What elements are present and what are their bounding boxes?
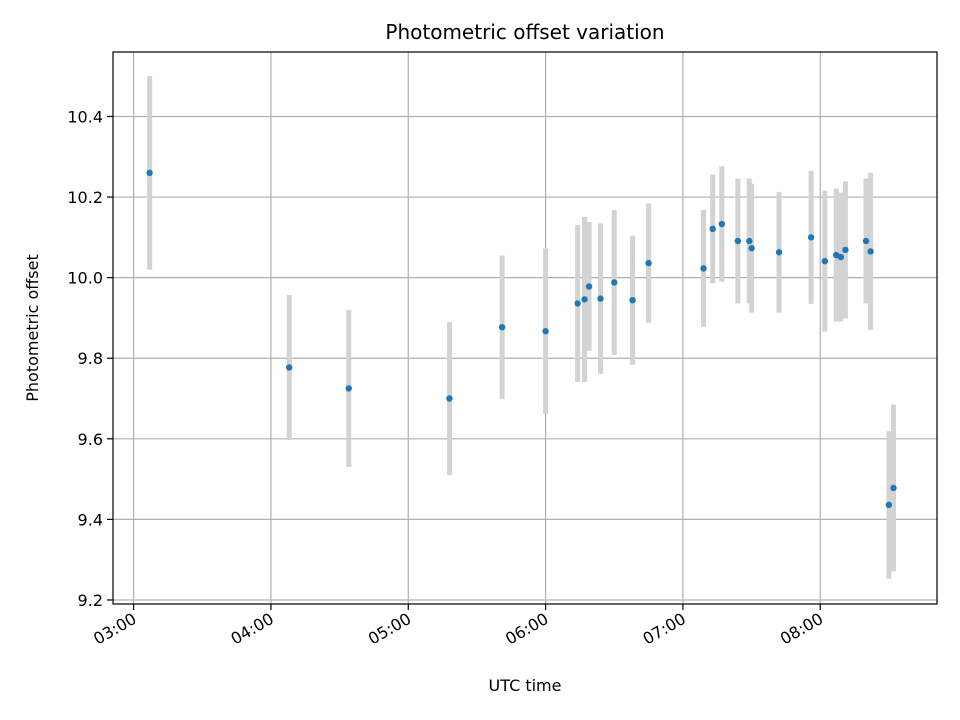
data-point [286, 364, 293, 371]
y-tick-label: 10.4 [67, 107, 103, 126]
x-tick-label: 08:00 [777, 609, 826, 649]
data-point [748, 245, 755, 252]
plot-frame [112, 51, 938, 605]
y-tick-label: 9.4 [78, 510, 103, 529]
x-tick-label: 03:00 [90, 609, 139, 649]
data-point [862, 237, 870, 245]
data-point [718, 220, 726, 228]
data-point [746, 237, 753, 245]
data-point [146, 169, 153, 177]
data-point [597, 295, 604, 302]
x-tick-label: 07:00 [640, 609, 689, 649]
x-tick-label: 06:00 [502, 609, 551, 649]
data-point [867, 248, 874, 255]
data-point [629, 296, 636, 304]
data-point [709, 225, 716, 233]
y-axis-label: Photometric offset [23, 254, 42, 402]
data-point [542, 328, 549, 335]
data-point [842, 246, 849, 254]
data-point [821, 257, 829, 265]
x-tick-label: 05:00 [365, 609, 414, 649]
data-point [645, 259, 652, 267]
x-axis-label: UTC time [489, 676, 562, 695]
y-tick-label: 9.2 [78, 591, 103, 610]
data-point [498, 323, 506, 331]
data-point [585, 283, 593, 290]
grid [113, 52, 937, 604]
x-tick-label: 04:00 [228, 609, 277, 649]
y-tick-label: 9.6 [78, 430, 103, 449]
data-point [345, 385, 352, 392]
data-point [446, 395, 453, 402]
data-point [890, 484, 897, 492]
y-tick-label: 9.8 [78, 349, 103, 368]
data-point [885, 501, 893, 509]
data-point [807, 234, 815, 241]
data-point [775, 249, 783, 256]
data-points [146, 169, 897, 509]
data-point [581, 296, 588, 303]
data-point [611, 279, 618, 286]
data-point [734, 237, 742, 245]
chart-title: Photometric offset variation [385, 20, 664, 44]
data-point [700, 265, 707, 272]
error-bars [147, 76, 897, 579]
data-point [837, 253, 845, 261]
y-tick-label: 10.2 [67, 188, 103, 207]
y-tick-label: 10.0 [67, 269, 103, 288]
data-point [574, 300, 581, 307]
x-axis-ticks: 03:00 04:00 05:00 06:00 07:00 08:00 [90, 604, 826, 649]
y-axis-ticks: 9.2 9.4 9.6 9.8 10.0 10.2 10.4 [67, 107, 113, 610]
